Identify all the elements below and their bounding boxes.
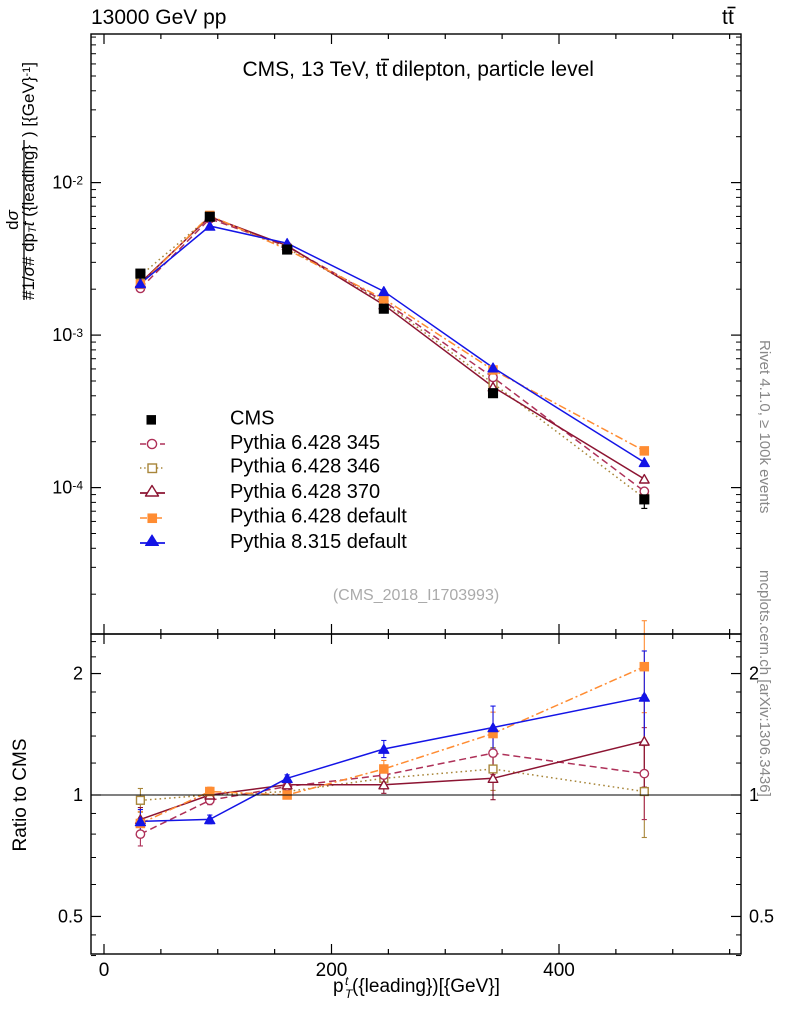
svg-text:0.5: 0.5	[58, 906, 83, 926]
svg-text:dilepton, particle level: dilepton, particle level	[392, 58, 594, 81]
svg-text:t: t	[382, 58, 388, 81]
svg-text:dσ: dσ	[3, 209, 22, 229]
svg-text:CMS: CMS	[230, 408, 274, 430]
svg-text:Ratio to CMS: Ratio to CMS	[10, 739, 31, 852]
svg-text:Pythia 6.428 370: Pythia 6.428 370	[230, 481, 380, 503]
svg-text:mcplots.cern.ch [arXiv:1306.34: mcplots.cern.ch [arXiv:1306.3436]	[756, 570, 773, 797]
svg-text:13000 GeV pp: 13000 GeV pp	[91, 6, 226, 29]
svg-text:Pythia 6.428 default: Pythia 6.428 default	[230, 505, 407, 527]
svg-text:2: 2	[73, 664, 83, 684]
svg-text:(CMS_2018_I1703993): (CMS_2018_I1703993)	[333, 587, 499, 604]
svg-text:400: 400	[543, 960, 575, 981]
svg-text:t: t	[728, 6, 734, 29]
svg-text:0.5: 0.5	[749, 906, 774, 926]
svg-text:Pythia 8.315 default: Pythia 8.315 default	[230, 531, 407, 553]
svg-text:Pythia 6.428 346: Pythia 6.428 346	[230, 456, 380, 478]
svg-text:Rivet 4.1.0, ≥ 100k events: Rivet 4.1.0, ≥ 100k events	[756, 340, 773, 513]
svg-text:p: p	[333, 976, 344, 997]
svg-text:0: 0	[99, 960, 110, 981]
svg-text:CMS, 13 TeV, t: CMS, 13 TeV, t	[243, 58, 382, 81]
svg-text:#1/σ# dpTt ({leading}: #1/σ# dpTt ({leading}	[19, 145, 39, 300]
svg-text:Pythia 6.428 345: Pythia 6.428 345	[230, 432, 380, 454]
svg-text:({leading})[{GeV}]: ({leading})[{GeV}]	[352, 976, 500, 997]
svg-text:1: 1	[73, 785, 83, 805]
